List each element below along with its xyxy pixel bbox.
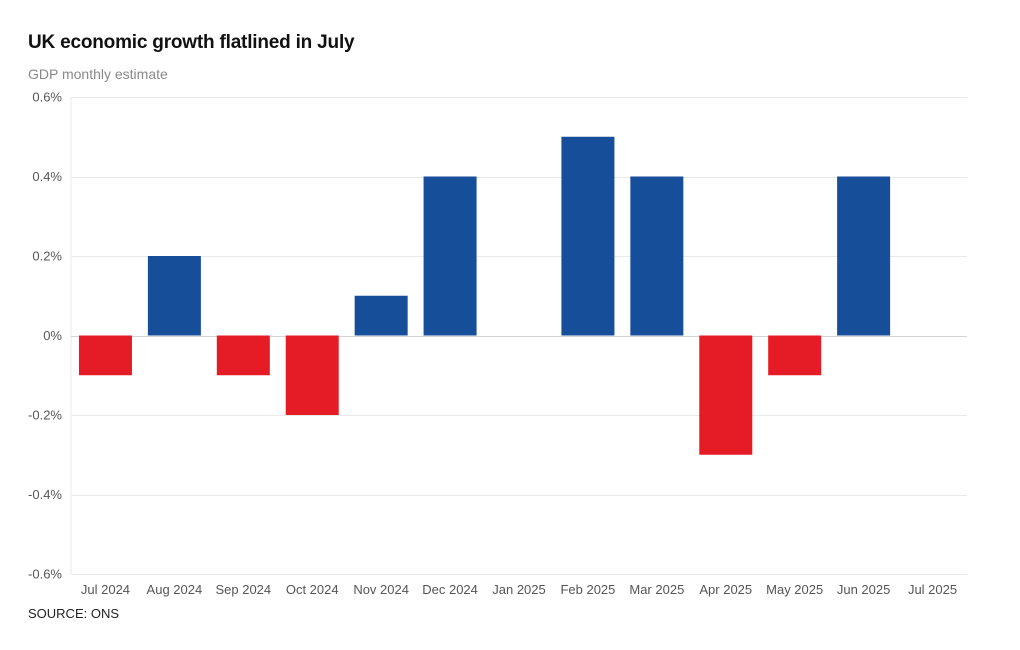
source-note: SOURCE: ONS [28,606,120,621]
bar-dec-2024 [423,176,477,336]
x-tick-label: Feb 2025 [560,582,615,597]
bar-nov-2024 [354,295,408,336]
x-tick-label: Mar 2025 [629,582,684,597]
bar-oct-2024 [285,335,339,415]
y-tick-label: 0% [43,328,62,343]
x-tick-label: Jul 2025 [908,582,957,597]
x-tick-label: May 2025 [766,582,823,597]
chart-subtitle: GDP monthly estimate [28,66,168,82]
y-tick-label: -0.2% [28,408,62,423]
x-tick-label: Jul 2024 [81,582,130,597]
bar-feb-2025 [561,136,615,336]
x-tick-label: Apr 2025 [699,582,752,597]
y-tick-label: 0.2% [32,249,62,264]
bar-jul-2024 [78,335,132,376]
x-tick-label: Sep 2024 [215,582,271,597]
gridlines [70,97,967,575]
y-tick-label: -0.4% [28,487,62,502]
x-tick-label: Oct 2024 [286,582,339,597]
x-tick-label: Jan 2025 [492,582,546,597]
bar-apr-2025 [699,335,753,455]
x-tick-label: Nov 2024 [353,582,409,597]
bars [78,136,891,455]
x-tick-label: Dec 2024 [422,582,478,597]
x-axis-ticks: Jul 2024 Aug 2024 Sep 2024 Oct 2024 Nov 2024… [81,582,957,597]
bar-mar-2025 [630,176,684,336]
bar-sep-2024 [216,335,270,376]
y-tick-label: 0.6% [32,90,62,105]
y-axis-ticks: 0.6% 0.4% 0.2% 0% -0.2% -0.4% -0.6% [28,90,62,582]
x-tick-label: Jun 2025 [837,582,891,597]
y-tick-label: -0.6% [28,567,62,582]
y-tick-label: 0.4% [32,169,62,184]
bar-aug-2024 [147,256,201,336]
bar-may-2025 [768,335,822,376]
chart-title: UK economic growth flatlined in July [28,32,355,53]
gdp-bar-chart: 0.6% 0.4% 0.2% 0% -0.2% -0.4% -0.6% Jul 2024 Au… [28,90,967,597]
bar-jun-2025 [837,176,891,336]
x-tick-label: Aug 2024 [147,582,203,597]
